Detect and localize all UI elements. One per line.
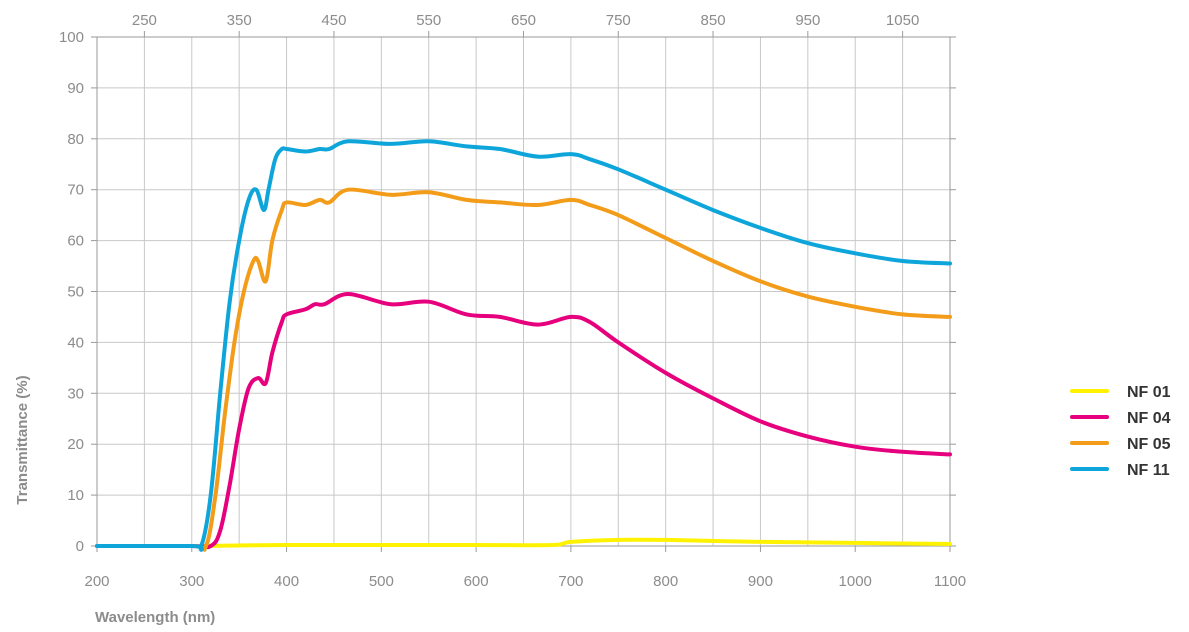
legend-label-nf01: NF 01 [1127,384,1171,401]
legend: NF 01 NF 04 NF 05 NF 11 [1070,384,1171,479]
y-tick-label: 80 [67,131,84,148]
series-line-nf01 [199,537,952,548]
y-tick-label: 40 [67,334,84,351]
legend-label-nf04: NF 04 [1127,410,1171,427]
x-tick-label-bottom: 500 [369,573,394,590]
legend-label-nf11: NF 11 [1127,462,1170,479]
x-tick-label-top: 750 [606,12,631,29]
series-line-nf05 [95,187,952,552]
x-tick-label-bottom: 300 [179,573,204,590]
x-tick-label-top: 450 [321,12,346,29]
y-tick-label: 70 [67,182,84,199]
x-tick-label-top: 350 [227,12,252,29]
x-tick-label-bottom: 600 [464,573,489,590]
y-tick-label: 100 [59,29,84,46]
y-tick-label: 20 [67,436,84,453]
x-tick-label-top: 850 [701,12,726,29]
tick-labels: 0 10 20 30 40 50 60 70 80 90 100 200 300 400 500 600 700… [59,12,966,590]
x-tick-label-top: 550 [416,12,441,29]
y-axis-label: Transmittance (%) [14,375,31,504]
x-tick-label-top: 950 [795,12,820,29]
y-tick-label: 0 [76,538,84,555]
x-tick-label-bottom: 1000 [839,573,872,590]
legend-label-nf05: NF 05 [1127,436,1171,453]
x-tick-label-top: 250 [132,12,157,29]
series-line-nf11 [95,139,952,552]
y-tick-label: 10 [67,487,84,504]
x-tick-label-bottom: 200 [84,573,109,590]
y-tick-label: 90 [67,80,84,97]
y-tick-label: 60 [67,233,84,250]
series-layer [95,139,952,552]
x-tick-label-top: 1050 [886,12,919,29]
x-tick-label-bottom: 800 [653,573,678,590]
x-tick-label-bottom: 900 [748,573,773,590]
x-axis-label: Wavelength (nm) [95,609,215,626]
y-tick-label: 30 [67,385,84,402]
series-line-nf04 [95,292,952,550]
x-tick-label-bottom: 1100 [934,573,966,590]
grid-layer [96,36,951,547]
x-tick-label-bottom: 400 [274,573,299,590]
y-tick-label: 50 [67,284,84,301]
x-tick-label-top: 650 [511,12,536,29]
x-tick-label-bottom: 700 [558,573,583,590]
